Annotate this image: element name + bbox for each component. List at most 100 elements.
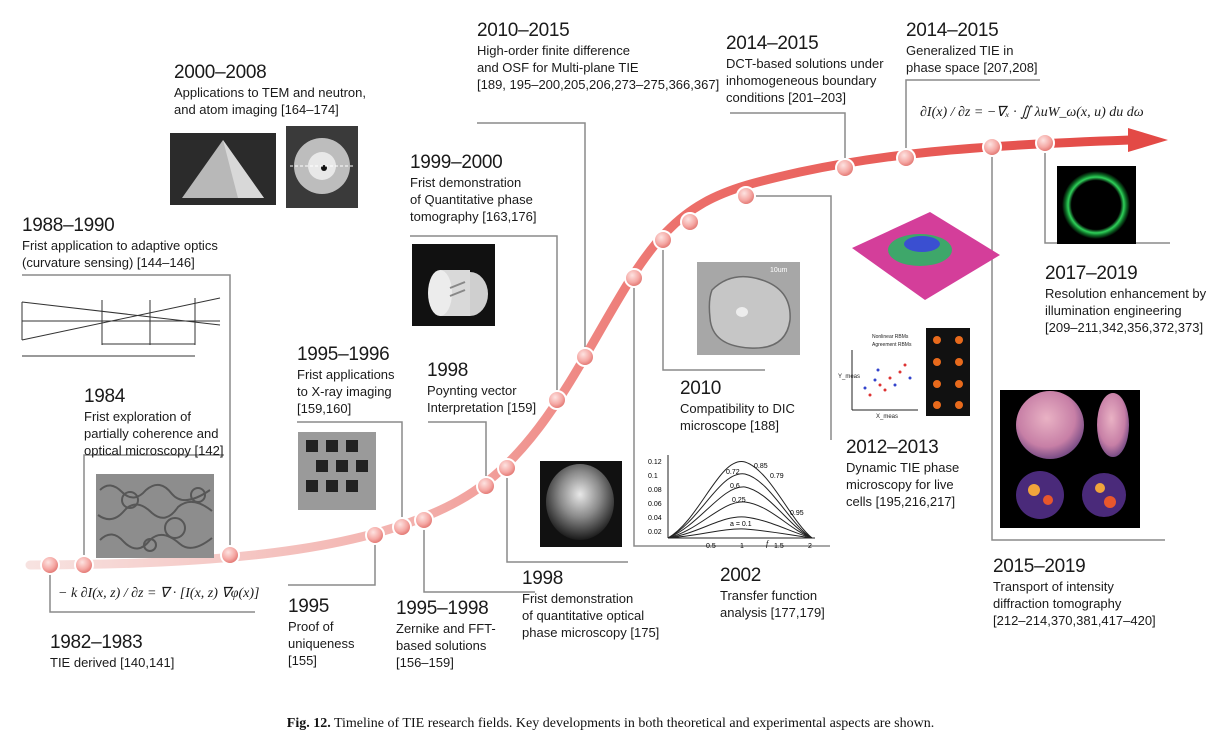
- milestone-line: Applications to TEM and neutron,: [174, 85, 366, 100]
- tf-x-tick: 1: [740, 543, 744, 550]
- milestone-line: [189, 195–200,205,206,273–275,366,367]: [477, 77, 720, 92]
- milestone-year: 2010–2015: [477, 20, 570, 41]
- milestone-year: 2002: [720, 565, 762, 586]
- milestone-line: Transport of intensity: [993, 579, 1114, 594]
- milestone-0: 1982–1983 TIE derived [140,141]: [50, 632, 174, 671]
- timeline-nodes: [40, 133, 1055, 575]
- milestone-year: 1998: [427, 360, 469, 381]
- milestone-description: Poynting vector Interpretation [159]: [427, 382, 536, 416]
- milestone-6: 1995–1998 Zernike and FFT-based solutions…: [396, 598, 496, 671]
- milestone-1: 1984 Frist exploration of partially cohere…: [84, 386, 223, 459]
- milestone-description: Dynamic TIE phase microscopy for live cell…: [846, 459, 959, 510]
- milestone-line: Proof of: [288, 619, 334, 634]
- image-diffraction-tomography: [1000, 390, 1140, 528]
- milestone-7: 1998 Poynting vector Interpretation [159]: [427, 360, 536, 416]
- leader-1995: [288, 535, 376, 586]
- milestone-line: Frist demonstration: [410, 175, 522, 190]
- milestone-line: Frist application to adaptive optics: [22, 238, 218, 253]
- figure-images: 0.12 0.1 0.08 0.06 0.04 0.02 0.5 1 1.5 2 f 0.850.79…: [21, 126, 1140, 558]
- milestone-year: 1995–1998: [396, 598, 489, 619]
- milestone-line: High-order finite difference: [477, 43, 630, 58]
- milestone-line: uniqueness: [288, 636, 355, 651]
- milestone-year: 1982–1983: [50, 632, 143, 653]
- milestone-year: 1988–1990: [22, 215, 115, 236]
- milestone-12: 2002 Transfer function analysis [177,179]: [720, 565, 825, 621]
- milestone-line: illumination engineering: [1045, 303, 1182, 318]
- milestone-year: 1999–2000: [410, 152, 503, 173]
- scatter-x-label: X_meas: [876, 414, 898, 420]
- milestone-line: phase microscopy [175]: [522, 625, 660, 640]
- milestone-line: Frist demonstration: [522, 591, 634, 606]
- dic-scale-label: 10um: [770, 267, 788, 274]
- milestone-year: 2010: [680, 378, 722, 399]
- tf-curve-label: 0.6: [730, 483, 740, 490]
- leader-1995-1998: [423, 520, 535, 593]
- milestone-16: 2017–2019 Resolution enhancement by illumi…: [1045, 263, 1206, 336]
- milestone-line: partially coherence and: [84, 426, 219, 441]
- milestone-line: tomography [163,176]: [410, 209, 537, 224]
- milestone-description: Transfer function analysis [177,179]: [720, 587, 825, 621]
- milestone-line: Poynting vector: [427, 383, 517, 398]
- tie-equation-lhs: − k ∂I(x, z) / ∂z: [58, 586, 144, 601]
- image-curvature-sensing-diagram: [21, 297, 221, 357]
- milestone-14: 2012–2013 Dynamic TIE phase microscopy for…: [846, 437, 959, 510]
- milestone-year: 2000–2008: [174, 62, 267, 83]
- timeline-node-3: [365, 525, 385, 545]
- leader-2010: [662, 240, 765, 371]
- milestone-line: [156–159]: [396, 655, 454, 670]
- milestone-year: 2014–2015: [906, 20, 999, 41]
- timeline-node-9: [575, 347, 595, 367]
- milestone-9: 1998 Frist demonstration of quantitative o…: [522, 568, 659, 641]
- image-qpm-droplet: [540, 461, 622, 547]
- tf-curve-label: 0.79: [770, 473, 784, 480]
- milestone-line: Resolution enhancement by: [1045, 286, 1207, 301]
- tf-curve-label: 0.25: [732, 497, 746, 504]
- leader-1998-qpm: [506, 468, 628, 563]
- milestone-line: [159,160]: [297, 401, 352, 416]
- timeline-node-12: [680, 212, 700, 232]
- tf-y-tick: 0.04: [648, 515, 662, 522]
- milestone-description: TIE derived [140,141]: [50, 654, 174, 671]
- milestone-17: 2015–2019 Transport of intensity diffracti…: [993, 556, 1156, 629]
- timeline-node-13: [736, 186, 756, 206]
- milestone-line: Frist applications: [297, 367, 395, 382]
- image-green-ring: [1057, 166, 1136, 244]
- tie-equation-rhs: = ∇ · [I(x, z) ∇φ(x)]: [146, 586, 260, 601]
- leader-2002: [633, 278, 830, 547]
- tf-curve-label: 0.95: [790, 510, 804, 517]
- milestone-15: 2014–2015 Generalized TIE in phase space […: [906, 20, 1038, 76]
- timeline-arrowhead: [1128, 128, 1168, 152]
- milestone-5: 1995–1996 Frist applications to X-ray imag…: [297, 344, 395, 417]
- milestone-description: Applications to TEM and neutron, and atom…: [174, 84, 366, 118]
- timeline-node-8: [547, 390, 567, 410]
- milestone-line: Generalized TIE in: [906, 43, 1014, 58]
- scatter-y-label: Y_meas: [838, 374, 860, 380]
- milestone-13: 2014–2015 DCT-based solutions under inhomo…: [726, 33, 884, 106]
- milestone-year: 2017–2019: [1045, 263, 1138, 284]
- timeline-node-6: [476, 476, 496, 496]
- milestone-year: 1995: [288, 596, 330, 617]
- milestone-year: 2015–2019: [993, 556, 1086, 577]
- tf-x-tick: 1.5: [774, 543, 784, 550]
- milestone-description: Frist applications to X-ray imaging [159,1…: [297, 366, 395, 417]
- milestone-line: inhomogeneous boundary: [726, 73, 877, 88]
- milestone-description: High-order finite difference and OSF for …: [477, 42, 719, 93]
- image-dic-cell: [697, 262, 800, 355]
- tf-x-tick: 0.5: [706, 543, 716, 550]
- milestone-year: 1998: [522, 568, 564, 589]
- leader-2014-gtie: [905, 79, 1040, 158]
- milestone-description: Frist exploration of partially coherence …: [84, 408, 223, 459]
- timeline-node-2: [220, 545, 240, 565]
- milestone-line: Frist exploration of: [84, 409, 191, 424]
- milestone-description: Compatibility to DIC microscope [188]: [680, 400, 795, 434]
- milestone-line: and atom imaging [164–174]: [174, 102, 339, 117]
- milestone-2: 1988–1990 Frist application to adaptive o…: [22, 215, 218, 271]
- timeline-node-14: [835, 158, 855, 178]
- milestone-line: [209–211,342,356,372,373]: [1045, 320, 1204, 335]
- tf-curve-label: 0.85: [754, 463, 768, 470]
- timeline-node-15: [896, 148, 916, 168]
- timeline-node-11: [653, 230, 673, 250]
- caption-label: Fig. 12.: [286, 716, 331, 731]
